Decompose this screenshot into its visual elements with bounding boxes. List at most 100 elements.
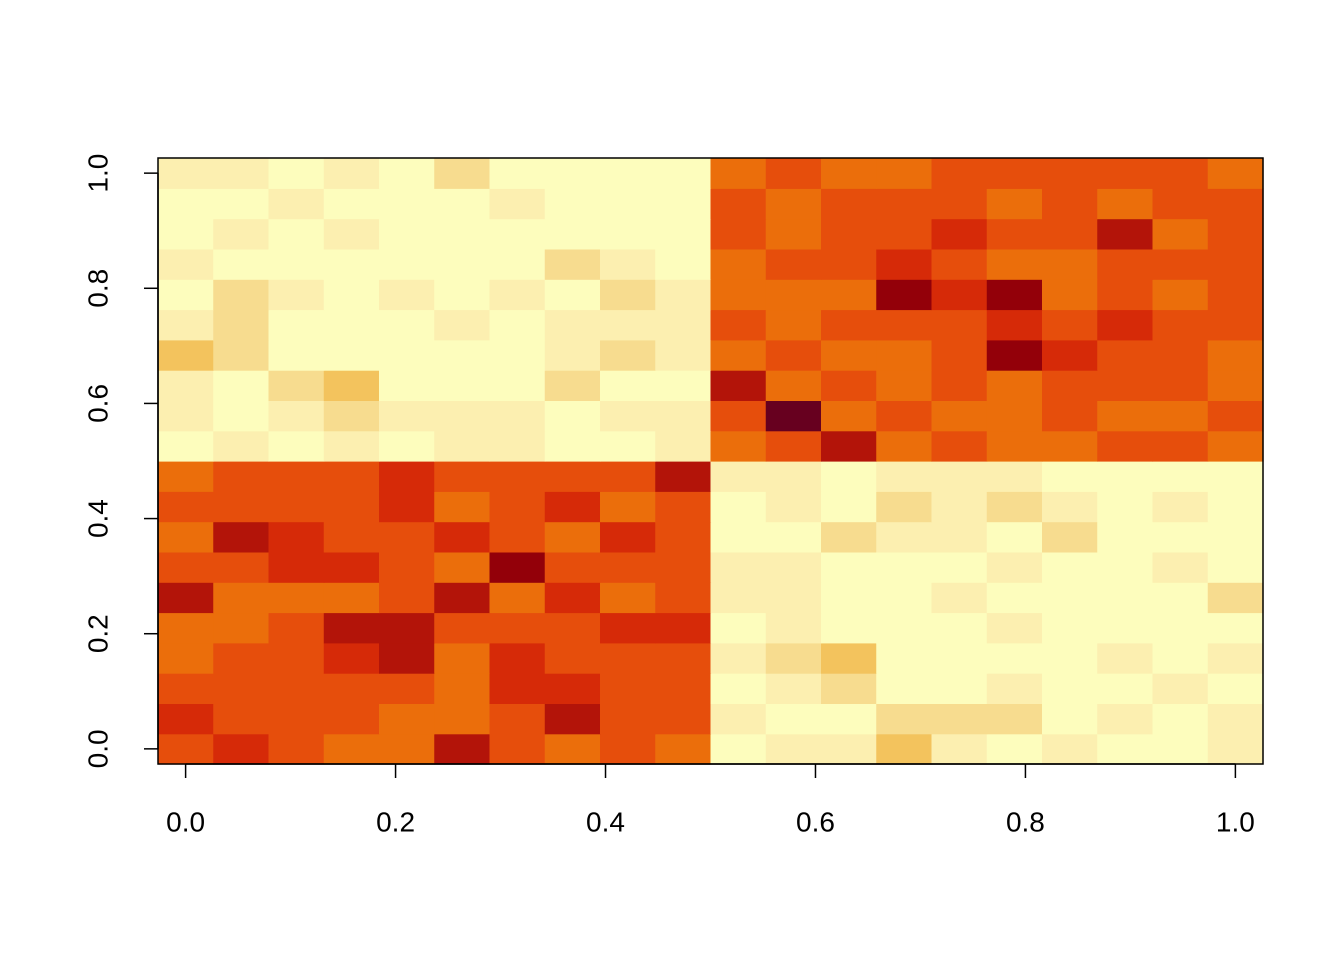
heatmap-cell xyxy=(489,218,546,250)
heatmap-cell xyxy=(986,642,1043,674)
heatmap-cell xyxy=(710,461,767,492)
x-tick-label: 0.0 xyxy=(166,806,205,837)
heatmap-cell xyxy=(158,370,214,401)
heatmap-cell xyxy=(434,703,491,735)
heatmap-cell xyxy=(821,642,877,674)
heatmap-cell xyxy=(821,309,877,341)
heatmap-cell xyxy=(434,248,491,280)
heatmap-cell xyxy=(765,430,822,462)
heatmap-cell xyxy=(821,582,877,614)
heatmap-cell xyxy=(1152,309,1209,341)
heatmap-cell xyxy=(158,218,214,250)
heatmap-cell xyxy=(1207,733,1264,765)
heatmap-cell xyxy=(876,733,933,765)
heatmap-cell xyxy=(986,188,1043,220)
heatmap-cell xyxy=(1152,551,1209,583)
heatmap-cell xyxy=(655,703,712,735)
heatmap-cell xyxy=(710,733,767,765)
y-tick-label: 0.4 xyxy=(82,499,113,538)
heatmap-cell xyxy=(986,582,1043,614)
heatmap-cell xyxy=(655,218,712,250)
heatmap-cell xyxy=(710,430,767,462)
heatmap-cell xyxy=(710,703,767,735)
heatmap-cell xyxy=(931,733,988,765)
heatmap-cell xyxy=(765,158,822,189)
heatmap-cell xyxy=(434,188,491,220)
heatmap-cell xyxy=(876,188,933,220)
heatmap-cell xyxy=(489,703,546,735)
heatmap-cell xyxy=(379,733,435,765)
heatmap-cell xyxy=(1152,733,1209,765)
heatmap-cell xyxy=(1207,370,1264,401)
heatmap-cell xyxy=(600,218,656,250)
heatmap-cell xyxy=(600,461,656,492)
heatmap-cell xyxy=(544,400,601,432)
heatmap-cell xyxy=(765,733,822,765)
heatmap-cell xyxy=(213,673,270,704)
heatmap-cell xyxy=(876,461,933,492)
heatmap-cell xyxy=(876,248,933,280)
heatmap-cell xyxy=(986,309,1043,341)
heatmap-cell xyxy=(268,279,325,311)
heatmap-cell xyxy=(1042,188,1098,220)
heatmap-cell xyxy=(1152,400,1209,432)
heatmap-cell xyxy=(1042,430,1098,462)
heatmap-cell xyxy=(1152,248,1209,280)
heatmap-cell xyxy=(1207,703,1264,735)
heatmap-cell xyxy=(600,188,656,220)
heatmap-cell xyxy=(323,521,380,553)
heatmap-cell xyxy=(931,188,988,220)
heatmap-cell xyxy=(1042,158,1098,189)
heatmap-cell xyxy=(489,582,546,614)
heatmap-cell xyxy=(986,158,1043,189)
heatmap-cell xyxy=(379,521,435,553)
heatmap-cell xyxy=(821,158,877,189)
heatmap-cell xyxy=(1042,703,1098,735)
heatmap-cell xyxy=(268,491,325,523)
heatmap-cell xyxy=(323,612,380,644)
heatmap-cell xyxy=(1207,582,1264,614)
heatmap-cell xyxy=(1152,188,1209,220)
heatmap-cell xyxy=(931,642,988,674)
heatmap-cell xyxy=(821,703,877,735)
x-tick-label: 0.8 xyxy=(1006,806,1045,837)
heatmap-cell xyxy=(1207,279,1264,311)
heatmap-cell xyxy=(544,733,601,765)
heatmap-cell xyxy=(655,309,712,341)
heatmap-cell xyxy=(655,279,712,311)
heatmap-cell xyxy=(765,673,822,704)
heatmap-cell xyxy=(268,733,325,765)
heatmap-cell xyxy=(876,218,933,250)
heatmap-cell xyxy=(323,339,380,371)
heatmap-cell xyxy=(765,521,822,553)
heatmap-cell xyxy=(986,733,1043,765)
heatmap-cell xyxy=(600,339,656,371)
heatmap-cell xyxy=(1097,248,1154,280)
heatmap-cell xyxy=(765,188,822,220)
heatmap-cell xyxy=(323,400,380,432)
heatmap-cell xyxy=(213,733,270,765)
heatmap-cell xyxy=(986,279,1043,311)
heatmap-cell xyxy=(323,158,380,189)
heatmap-cell xyxy=(765,612,822,644)
heatmap-cell xyxy=(379,400,435,432)
heatmap-cell xyxy=(1207,158,1264,189)
heatmap-cell xyxy=(489,673,546,704)
heatmap-cell xyxy=(158,339,214,371)
heatmap-cell xyxy=(655,400,712,432)
heatmap-cell xyxy=(931,309,988,341)
heatmap-cell xyxy=(1207,188,1264,220)
heatmap-cell xyxy=(931,703,988,735)
heatmap-cell xyxy=(434,582,491,614)
heatmap-cell xyxy=(821,461,877,492)
heatmap-cell xyxy=(1042,370,1098,401)
heatmap-cell xyxy=(1152,218,1209,250)
heatmap-cell xyxy=(434,673,491,704)
heatmap-cell xyxy=(213,279,270,311)
heatmap-cell xyxy=(655,339,712,371)
heatmap-cell xyxy=(544,642,601,674)
heatmap-cell xyxy=(158,491,214,523)
heatmap-cell xyxy=(931,612,988,644)
heatmap-cell xyxy=(1042,642,1098,674)
heatmap-cell xyxy=(765,551,822,583)
